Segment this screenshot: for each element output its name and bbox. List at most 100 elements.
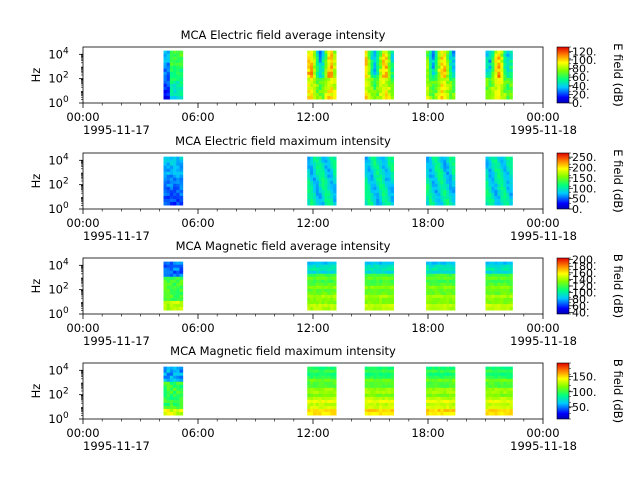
x-tick-label: 00:00 <box>66 426 99 440</box>
panel-title: MCA Magnetic field average intensity <box>176 239 391 253</box>
y-tick-exponent: 4 <box>63 257 69 267</box>
x-tick-label: 12:00 <box>296 321 329 335</box>
spectrogram-segment-1 <box>163 261 184 311</box>
spectrogram-segment-2 <box>307 50 337 100</box>
y-tick-label: 10 <box>48 388 63 402</box>
spectrogram-segment-1 <box>163 366 184 416</box>
colorbar <box>556 46 570 104</box>
colorbar-tick-label: 180. <box>572 260 597 273</box>
x-tick-label: 00:00 <box>526 216 559 230</box>
spectrogram-segment-4 <box>426 261 456 311</box>
x-tick-label: 06:00 <box>181 110 214 124</box>
colorbar-tick-label: 50. <box>572 193 590 206</box>
y-axis-label: Hz <box>29 174 43 189</box>
spectrogram-segment-3 <box>364 156 395 206</box>
colorbar-tick-label: 250. <box>572 151 597 164</box>
x-tick-label: 18:00 <box>411 321 444 335</box>
spectrogram-segment-5 <box>485 366 513 416</box>
colorbar-tick-label: 150. <box>572 371 597 384</box>
y-tick-label: 10 <box>48 307 63 321</box>
spectrogram-segment-1 <box>163 156 184 206</box>
colorbar-tick-label: 150. <box>572 172 597 185</box>
x-tick-label: 06:00 <box>181 426 214 440</box>
y-tick-exponent: 0 <box>63 201 69 211</box>
colorbar-label: E field (dB) <box>611 43 625 107</box>
colorbar-tick-label: 0. <box>572 203 583 216</box>
y-tick-label: 10 <box>48 153 63 167</box>
y-tick-exponent: 2 <box>63 387 69 397</box>
y-tick-label: 10 <box>48 47 63 61</box>
colorbar <box>556 362 570 420</box>
spectrogram-segment-2 <box>307 366 337 416</box>
x-tick-label: 12:00 <box>296 216 329 230</box>
colorbar-tick-label: 120. <box>572 45 597 58</box>
colorbar-tick-label: 0. <box>572 97 583 110</box>
x-tick-label: 06:00 <box>181 216 214 230</box>
x-tick-label: 06:00 <box>181 321 214 335</box>
colorbar-tick-label: 160. <box>572 267 597 280</box>
colorbar-tick-label: 200. <box>572 254 597 267</box>
x-tick-label: 12:00 <box>296 426 329 440</box>
x-tick-label: 00:00 <box>66 216 99 230</box>
spectrogram-segment-3 <box>364 50 395 100</box>
y-tick-exponent: 0 <box>63 95 69 105</box>
start-date-label: 1995-11-17 <box>83 439 150 453</box>
y-tick-label: 10 <box>48 283 63 297</box>
spectrogram-segment-2 <box>307 156 337 206</box>
spectrogram-segment-4 <box>426 366 456 416</box>
spectrogram-segment-5 <box>485 156 513 206</box>
end-date-label: 1995-11-18 <box>510 334 577 348</box>
start-date-label: 1995-11-17 <box>83 229 150 243</box>
y-tick-label: 10 <box>48 363 63 377</box>
spectrogram-segment-3 <box>364 366 395 416</box>
spectrogram-segment-5 <box>485 261 513 311</box>
y-axis-label: Hz <box>29 384 43 399</box>
x-tick-label: 18:00 <box>411 216 444 230</box>
colorbar-tick-label: 50. <box>572 401 590 414</box>
y-tick-exponent: 2 <box>63 71 69 81</box>
y-tick-label: 10 <box>48 258 63 272</box>
y-tick-label: 10 <box>48 96 63 110</box>
y-tick-exponent: 2 <box>63 177 69 187</box>
spectrogram-segment-5 <box>485 50 513 100</box>
start-date-label: 1995-11-17 <box>83 334 150 348</box>
colorbar-tick-label: 40. <box>572 80 590 93</box>
colorbar-tick-label: 80. <box>572 63 590 76</box>
colorbar-tick-label: 140. <box>572 273 597 286</box>
colorbar-tick-label: 100. <box>572 54 597 67</box>
y-axis-label: Hz <box>29 279 43 294</box>
colorbar-tick-label: 100. <box>572 386 597 399</box>
colorbar-label: B field (dB) <box>611 359 625 423</box>
colorbar-tick-label: 40. <box>572 306 590 319</box>
y-tick-exponent: 0 <box>63 411 69 421</box>
x-tick-label: 00:00 <box>526 110 559 124</box>
colorbar-tick-label: 100. <box>572 182 597 195</box>
colorbar <box>556 257 570 315</box>
x-tick-label: 00:00 <box>526 321 559 335</box>
end-date-label: 1995-11-18 <box>510 229 577 243</box>
colorbar-tick-label: 120. <box>572 280 597 293</box>
colorbar-tick-label: 100. <box>572 287 597 300</box>
y-tick-exponent: 2 <box>63 282 69 292</box>
colorbar-tick-label: 60. <box>572 300 590 313</box>
x-tick-label: 18:00 <box>411 426 444 440</box>
spectrogram-segment-1 <box>163 50 184 100</box>
x-tick-label: 00:00 <box>66 110 99 124</box>
colorbar-label: B field (dB) <box>611 254 625 318</box>
y-tick-label: 10 <box>48 202 63 216</box>
y-tick-exponent: 4 <box>63 152 69 162</box>
panel-title: MCA Electric field maximum intensity <box>175 134 391 148</box>
colorbar-tick-label: 80. <box>572 293 590 306</box>
spectrogram-segment-4 <box>426 50 456 100</box>
y-tick-label: 10 <box>48 412 63 426</box>
y-axis-label: Hz <box>29 68 43 83</box>
x-tick-label: 18:00 <box>411 110 444 124</box>
spectrogram-segment-2 <box>307 261 337 311</box>
x-tick-label: 12:00 <box>296 110 329 124</box>
spectrogram-segment-4 <box>426 156 456 206</box>
spectrogram-segment-3 <box>364 261 395 311</box>
